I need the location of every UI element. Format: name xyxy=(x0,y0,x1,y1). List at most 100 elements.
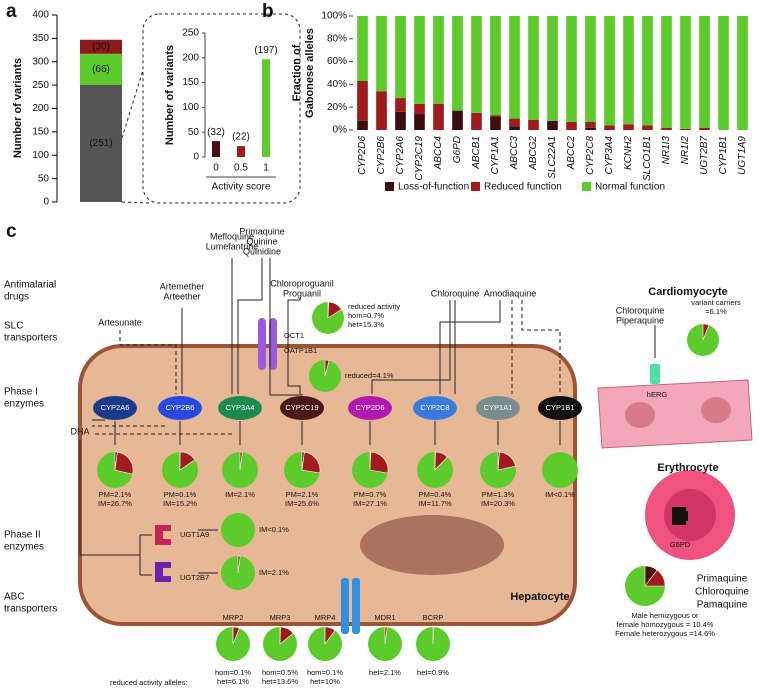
y-axis-label: Gabonese alleles xyxy=(304,28,316,118)
bar-segment xyxy=(509,16,520,119)
bar-segment xyxy=(547,16,558,121)
x-tick-label: SLCO1B1 xyxy=(642,136,653,181)
pie-slice xyxy=(497,451,516,471)
bar-segment xyxy=(528,16,539,120)
bar-segment xyxy=(585,122,596,128)
value-label: (251) xyxy=(89,138,112,149)
pie-slice xyxy=(327,301,342,319)
row-label: Phase II xyxy=(4,530,41,541)
bar-segment xyxy=(604,125,615,130)
bar-segment xyxy=(452,110,463,130)
legend-label: Reduced function xyxy=(484,182,562,193)
y-tick-label: 250 xyxy=(182,28,199,39)
x-tick-label: UGT1A9 xyxy=(737,136,748,175)
legend-label: Loss-of-function xyxy=(398,182,469,193)
y-tick-label: 100 xyxy=(182,102,199,113)
pie-slice xyxy=(384,626,388,645)
drug-label: Arteether xyxy=(163,291,200,301)
panel-label: c xyxy=(6,221,17,242)
y-tick-label: 200 xyxy=(182,52,199,63)
bar-segment xyxy=(376,91,387,130)
drug-label: Proguanil xyxy=(283,288,321,298)
x-tick-label: ABCC3 xyxy=(509,136,520,171)
drug-label: Chloroquine xyxy=(431,288,480,298)
pie-slice xyxy=(369,451,389,474)
pie-label: hom=0.7% xyxy=(348,311,384,320)
legend-swatch xyxy=(582,182,591,191)
x-tick-label: ABCC4 xyxy=(433,136,444,171)
protein-label: MRP2 xyxy=(223,613,244,622)
y-tick-label: 0 xyxy=(193,152,199,163)
enzyme-shape xyxy=(280,396,324,420)
pie-slice xyxy=(432,626,435,645)
bar-segment xyxy=(490,116,501,130)
x-tick-label: CYP2D6 xyxy=(357,136,368,175)
x-tick-label: 0.5 xyxy=(234,163,248,174)
drug-label: Quinine xyxy=(246,236,277,246)
y-tick-label: 350 xyxy=(32,33,49,44)
drug-label: Chloroquine xyxy=(616,305,665,315)
pie-slice xyxy=(237,555,241,574)
y-axis-label: Fraction of xyxy=(291,44,303,101)
bar-segment xyxy=(395,111,406,130)
bar-segment xyxy=(490,16,501,116)
cardio-nucleus xyxy=(701,397,731,423)
enzyme-label: CYP2C8 xyxy=(420,403,449,412)
row-label: transporters xyxy=(4,333,57,344)
bar-segment xyxy=(357,16,368,81)
bar-segment xyxy=(471,112,482,130)
bar-segment xyxy=(585,127,596,130)
y-tick-label: 200 xyxy=(32,103,49,114)
bar-segment xyxy=(433,16,444,104)
enzyme-shape xyxy=(158,396,202,420)
pie-label: reduced=4.1% xyxy=(345,371,394,380)
pie-slice xyxy=(324,359,330,377)
pie-slice xyxy=(239,451,243,471)
bar xyxy=(262,59,270,158)
bar-segment xyxy=(680,16,691,129)
pie-label: het=13.6% xyxy=(262,677,298,686)
drug-label: Primaquine xyxy=(239,226,285,236)
bar-segment xyxy=(452,16,463,111)
pie-label: IM=15.2% xyxy=(163,499,197,508)
value-label: (197) xyxy=(254,45,277,56)
row-label: transporters xyxy=(4,604,57,615)
erythrocyte-center xyxy=(664,489,716,541)
y-tick-label: 0% xyxy=(333,125,348,136)
row-label: drugs xyxy=(4,292,29,303)
y-tick-label: 0 xyxy=(43,197,49,208)
pie-label: IM<0.1% xyxy=(259,525,289,534)
pie-label: het=0.9% xyxy=(417,668,449,677)
inset-frame xyxy=(142,13,301,204)
cardiomyocyte xyxy=(597,379,753,449)
pie-slice xyxy=(644,569,666,587)
x-tick-label: CYP3A4 xyxy=(604,136,615,175)
drug-label: Chloroquine xyxy=(695,587,749,598)
pie-label: PM=0.4% xyxy=(419,490,452,499)
pie-label: IM=26.7% xyxy=(98,499,132,508)
nucleus xyxy=(360,515,504,575)
row-label: SLC xyxy=(4,321,23,332)
pie-slice xyxy=(179,451,196,471)
pie-label: IM=27.1% xyxy=(353,499,387,508)
y-tick-label: 40% xyxy=(327,79,347,90)
bar-segment xyxy=(490,115,501,117)
pie-label: IM=2.1% xyxy=(225,490,255,499)
pie-label: PM=0.1% xyxy=(164,490,197,499)
ugt2b7-shape xyxy=(155,562,171,582)
bar-segment xyxy=(566,122,577,130)
pie-label: female homozygous = 10.4% xyxy=(617,620,714,629)
value-label: (66) xyxy=(92,64,110,75)
pie-base xyxy=(542,452,578,488)
pie-label: het=2.1% xyxy=(369,668,401,677)
y-tick-label: 250 xyxy=(32,80,49,91)
pie-label: IM=20.3% xyxy=(481,499,515,508)
pie-label: het=15.3% xyxy=(348,320,384,329)
bar-segment xyxy=(547,120,558,130)
protein-label: MRP4 xyxy=(315,613,336,622)
enzyme-shape xyxy=(348,396,392,420)
bar xyxy=(237,146,245,157)
bar-segment xyxy=(80,84,122,202)
cardio-nucleus xyxy=(625,402,655,428)
